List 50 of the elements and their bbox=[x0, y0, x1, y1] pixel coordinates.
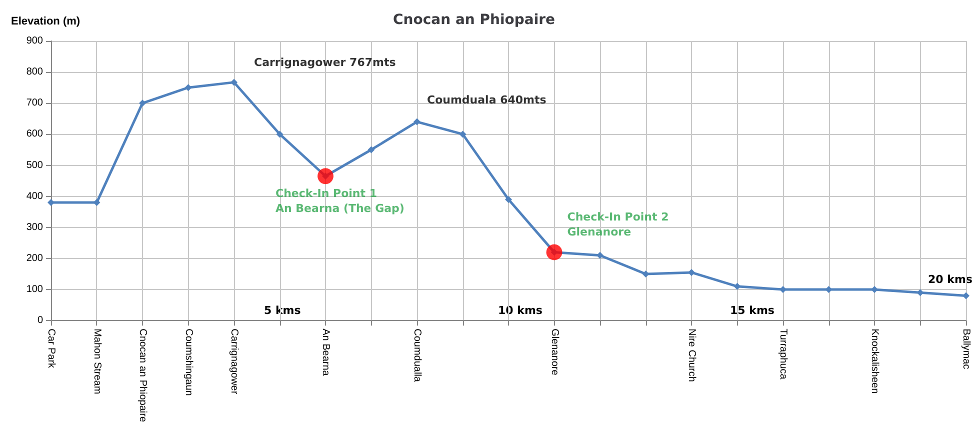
y-tick-label: 200 bbox=[26, 252, 44, 264]
point bbox=[642, 270, 650, 278]
x-tick-label: Cnocan an Phiopaire bbox=[137, 328, 148, 422]
y-tick-label: 100 bbox=[26, 284, 44, 296]
point bbox=[48, 199, 54, 206]
point bbox=[962, 292, 970, 300]
y-tick-label: 300 bbox=[26, 222, 44, 233]
point bbox=[734, 282, 741, 290]
point bbox=[871, 286, 878, 294]
y-tick-label: 400 bbox=[26, 190, 44, 202]
point bbox=[414, 118, 420, 126]
y-tick-label: 500 bbox=[26, 160, 44, 171]
chart-title: Cnocan an Phiopaire bbox=[393, 12, 556, 28]
point bbox=[916, 289, 924, 296]
y-tick-label: 700 bbox=[26, 98, 44, 109]
x-tick-label: Ballymac bbox=[960, 328, 972, 370]
annotation: Check-In Point 2 Glenanore bbox=[567, 210, 669, 238]
x-tick-label: Nire Church bbox=[686, 328, 697, 382]
y-axis-title: Elevation (m) bbox=[11, 16, 80, 28]
x-tick-label: An Bearna bbox=[320, 328, 331, 376]
point bbox=[276, 130, 284, 138]
point bbox=[459, 130, 466, 138]
annotation: Check-In Point 1 An Bearna (The Gap) bbox=[276, 187, 404, 216]
x-tick-label: Turraphuca bbox=[778, 328, 788, 380]
x-tick-label: Knockalisheen bbox=[869, 328, 880, 394]
x-tick-label: Carrignagower bbox=[228, 328, 240, 395]
annotation: 15 kms bbox=[730, 304, 775, 317]
y-tick-label: 0 bbox=[37, 315, 44, 326]
point bbox=[139, 100, 146, 107]
annotation: 20 kms bbox=[928, 273, 973, 286]
x-tick-label: Coumshingaun bbox=[182, 328, 194, 396]
annotation: Carrignagower 767mts bbox=[254, 56, 396, 69]
point bbox=[230, 78, 238, 86]
x-tick-label: Mahon Stream bbox=[91, 328, 102, 394]
x-tick-label: Coumdualla bbox=[412, 328, 422, 382]
x-tick-label: Glenanore bbox=[548, 328, 560, 376]
x-tick-label: Car Park bbox=[46, 328, 56, 370]
annotation: Coumduala 640mts bbox=[427, 93, 547, 106]
y-tick-label: 600 bbox=[26, 128, 44, 140]
point bbox=[505, 196, 512, 203]
annotation: 5 kms bbox=[264, 304, 302, 317]
point bbox=[184, 84, 192, 92]
point bbox=[780, 286, 786, 294]
point bbox=[596, 252, 604, 259]
point bbox=[368, 146, 375, 154]
y-tick-label: 800 bbox=[26, 66, 44, 78]
point bbox=[825, 286, 832, 294]
point bbox=[688, 268, 695, 276]
point bbox=[93, 199, 100, 206]
y-tick-label: 900 bbox=[26, 36, 44, 46]
